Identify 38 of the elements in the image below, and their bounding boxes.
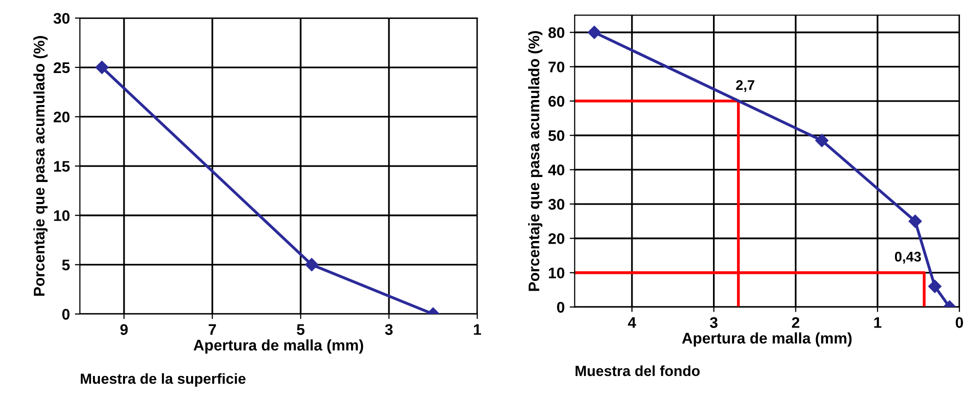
y-tick-label: 0 <box>62 308 70 320</box>
x-tick-label: 5 <box>296 324 304 335</box>
point <box>928 280 942 294</box>
y-tick-label: 60 <box>548 96 564 107</box>
x-tick-label: 3 <box>385 324 393 335</box>
y-tick-label: 20 <box>548 233 564 244</box>
text: Muestra del fondo <box>576 365 700 376</box>
point <box>588 26 601 39</box>
x-axis-title: Apertura de malla (mm) <box>194 339 364 354</box>
x-tick-label: 9 <box>120 324 128 335</box>
x-tick-label: 2 <box>792 317 800 328</box>
y-tick-label: 40 <box>548 164 564 176</box>
annotation: 0,43 <box>894 252 921 264</box>
text: Muestra de la superficie <box>80 373 246 387</box>
point <box>908 214 922 228</box>
y-axis-title: Porcentaje que pasa acumulado (%) <box>33 36 48 296</box>
y-tick-label: 20 <box>54 112 70 122</box>
point <box>815 134 828 148</box>
y-tick-label: 10 <box>54 210 70 222</box>
y-tick-label: 15 <box>54 161 70 172</box>
y-tick-label: 5 <box>62 260 70 270</box>
y-tick-label: 30 <box>548 198 564 210</box>
y-tick-label: 80 <box>548 27 564 38</box>
y-axis-title: Porcentaje que pasa acumulado (%) <box>528 31 542 291</box>
y-tick-label: 25 <box>54 62 70 74</box>
annotation: 2,7 <box>736 80 754 92</box>
y-tick-label: 70 <box>548 62 564 72</box>
x-axis-title: Apertura de malla (mm) <box>682 332 852 347</box>
x-tick-label: 4 <box>628 317 636 328</box>
x-tick-label: 1 <box>474 324 482 335</box>
y-tick-label: 30 <box>54 12 70 24</box>
y-tick-label: 50 <box>548 130 564 142</box>
x-tick-label: 7 <box>208 324 216 335</box>
x-tick-label: 1 <box>874 317 882 328</box>
y-tick-label: 10 <box>548 268 564 278</box>
y-tick-label: 0 <box>557 302 564 313</box>
x-tick-label: 0 <box>956 317 964 328</box>
x-tick-label: 3 <box>710 317 718 328</box>
